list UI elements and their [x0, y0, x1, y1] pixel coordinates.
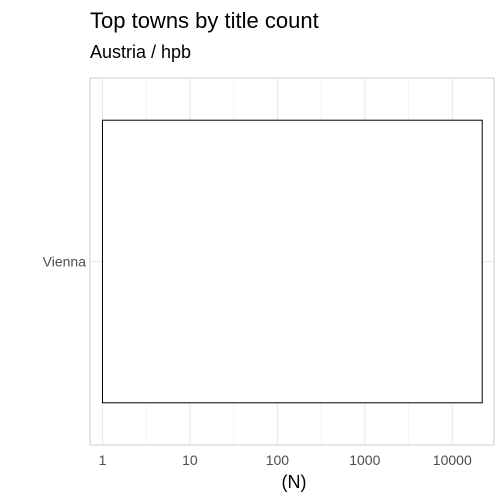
- chart-subtitle: Austria / hpb: [90, 42, 191, 62]
- x-tick-label: 10: [182, 452, 198, 468]
- chart-title: Top towns by title count: [90, 8, 319, 33]
- panel-border: [89, 77, 495, 446]
- plot-panel: Vienna 1 10 100 1000 10000: [43, 77, 495, 468]
- x-tick-label: 1: [99, 452, 107, 468]
- x-axis-label: (N): [282, 472, 307, 492]
- x-tick-label: 10000: [433, 452, 472, 468]
- bar-vienna: [101, 119, 483, 404]
- y-tick-label: Vienna: [43, 254, 87, 270]
- x-tick-label: 100: [266, 452, 290, 468]
- x-tick-label: 1000: [349, 452, 380, 468]
